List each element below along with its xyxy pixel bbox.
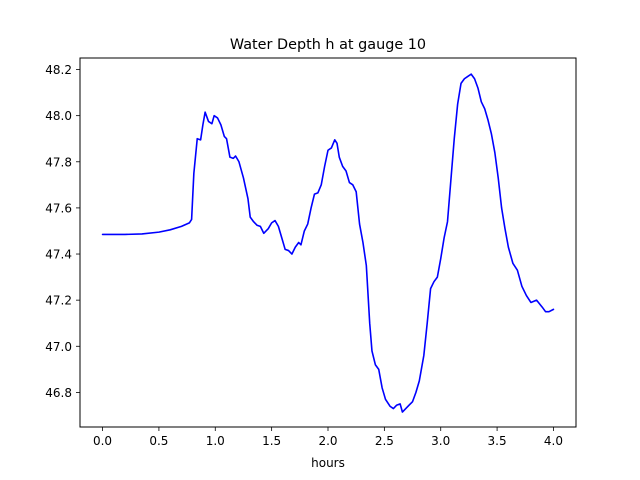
x-tick-label: 1.5 bbox=[262, 434, 281, 448]
x-tick-label: 3.5 bbox=[488, 434, 507, 448]
y-axis-ticks: 46.8 47.0 47.2 47.4 47.6 47.8 48.0 48.2 bbox=[45, 63, 80, 400]
chart-title: Water Depth h at gauge 10 bbox=[230, 37, 426, 53]
x-tick-label: 0.5 bbox=[149, 434, 168, 448]
plot-area bbox=[101, 73, 555, 413]
x-tick-label: 0.0 bbox=[93, 434, 112, 448]
y-tick-label: 47.4 bbox=[45, 248, 72, 262]
y-tick-label: 48.2 bbox=[45, 63, 72, 77]
x-tick-label: 4.0 bbox=[544, 434, 563, 448]
y-tick-label: 47.2 bbox=[45, 294, 72, 308]
x-tick-label: 2.5 bbox=[375, 434, 394, 448]
y-tick-label: 47.0 bbox=[45, 340, 72, 354]
y-tick-label: 47.8 bbox=[45, 155, 72, 169]
x-axis-ticks: 0.0 0.5 1.0 1.5 2.0 2.5 3.0 3.5 4.0 bbox=[93, 427, 563, 448]
x-axis-label: hours bbox=[311, 456, 345, 470]
y-tick-label: 48.0 bbox=[45, 109, 72, 123]
y-tick-label: 47.6 bbox=[45, 201, 72, 215]
x-tick-label: 1.0 bbox=[206, 434, 225, 448]
plot-frame bbox=[79, 57, 577, 428]
x-tick-label: 3.0 bbox=[431, 434, 450, 448]
series-line bbox=[101, 73, 555, 413]
x-tick-label: 2.0 bbox=[318, 434, 337, 448]
y-tick-label: 46.8 bbox=[45, 386, 72, 400]
